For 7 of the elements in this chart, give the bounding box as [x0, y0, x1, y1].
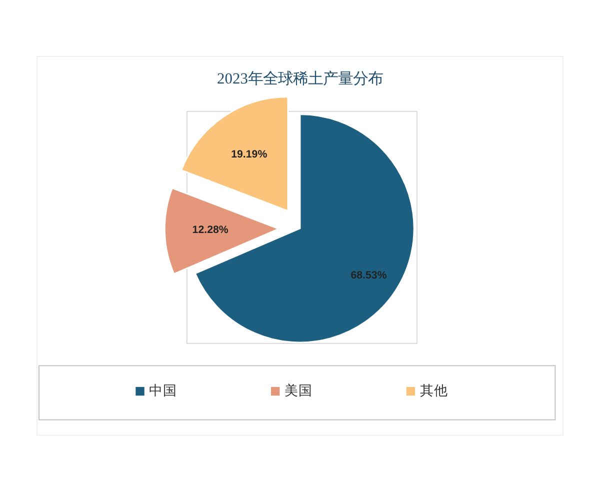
- data-label: 68.53%: [350, 270, 388, 282]
- data-label: 19.19%: [231, 148, 268, 160]
- legend-label: 其他: [420, 382, 448, 398]
- legend-label: 美国: [284, 382, 313, 398]
- chart-title: 2023年全球稀土产量分布: [217, 70, 383, 88]
- legend-label: 中国: [149, 382, 178, 398]
- data-label: 12.28%: [192, 224, 229, 236]
